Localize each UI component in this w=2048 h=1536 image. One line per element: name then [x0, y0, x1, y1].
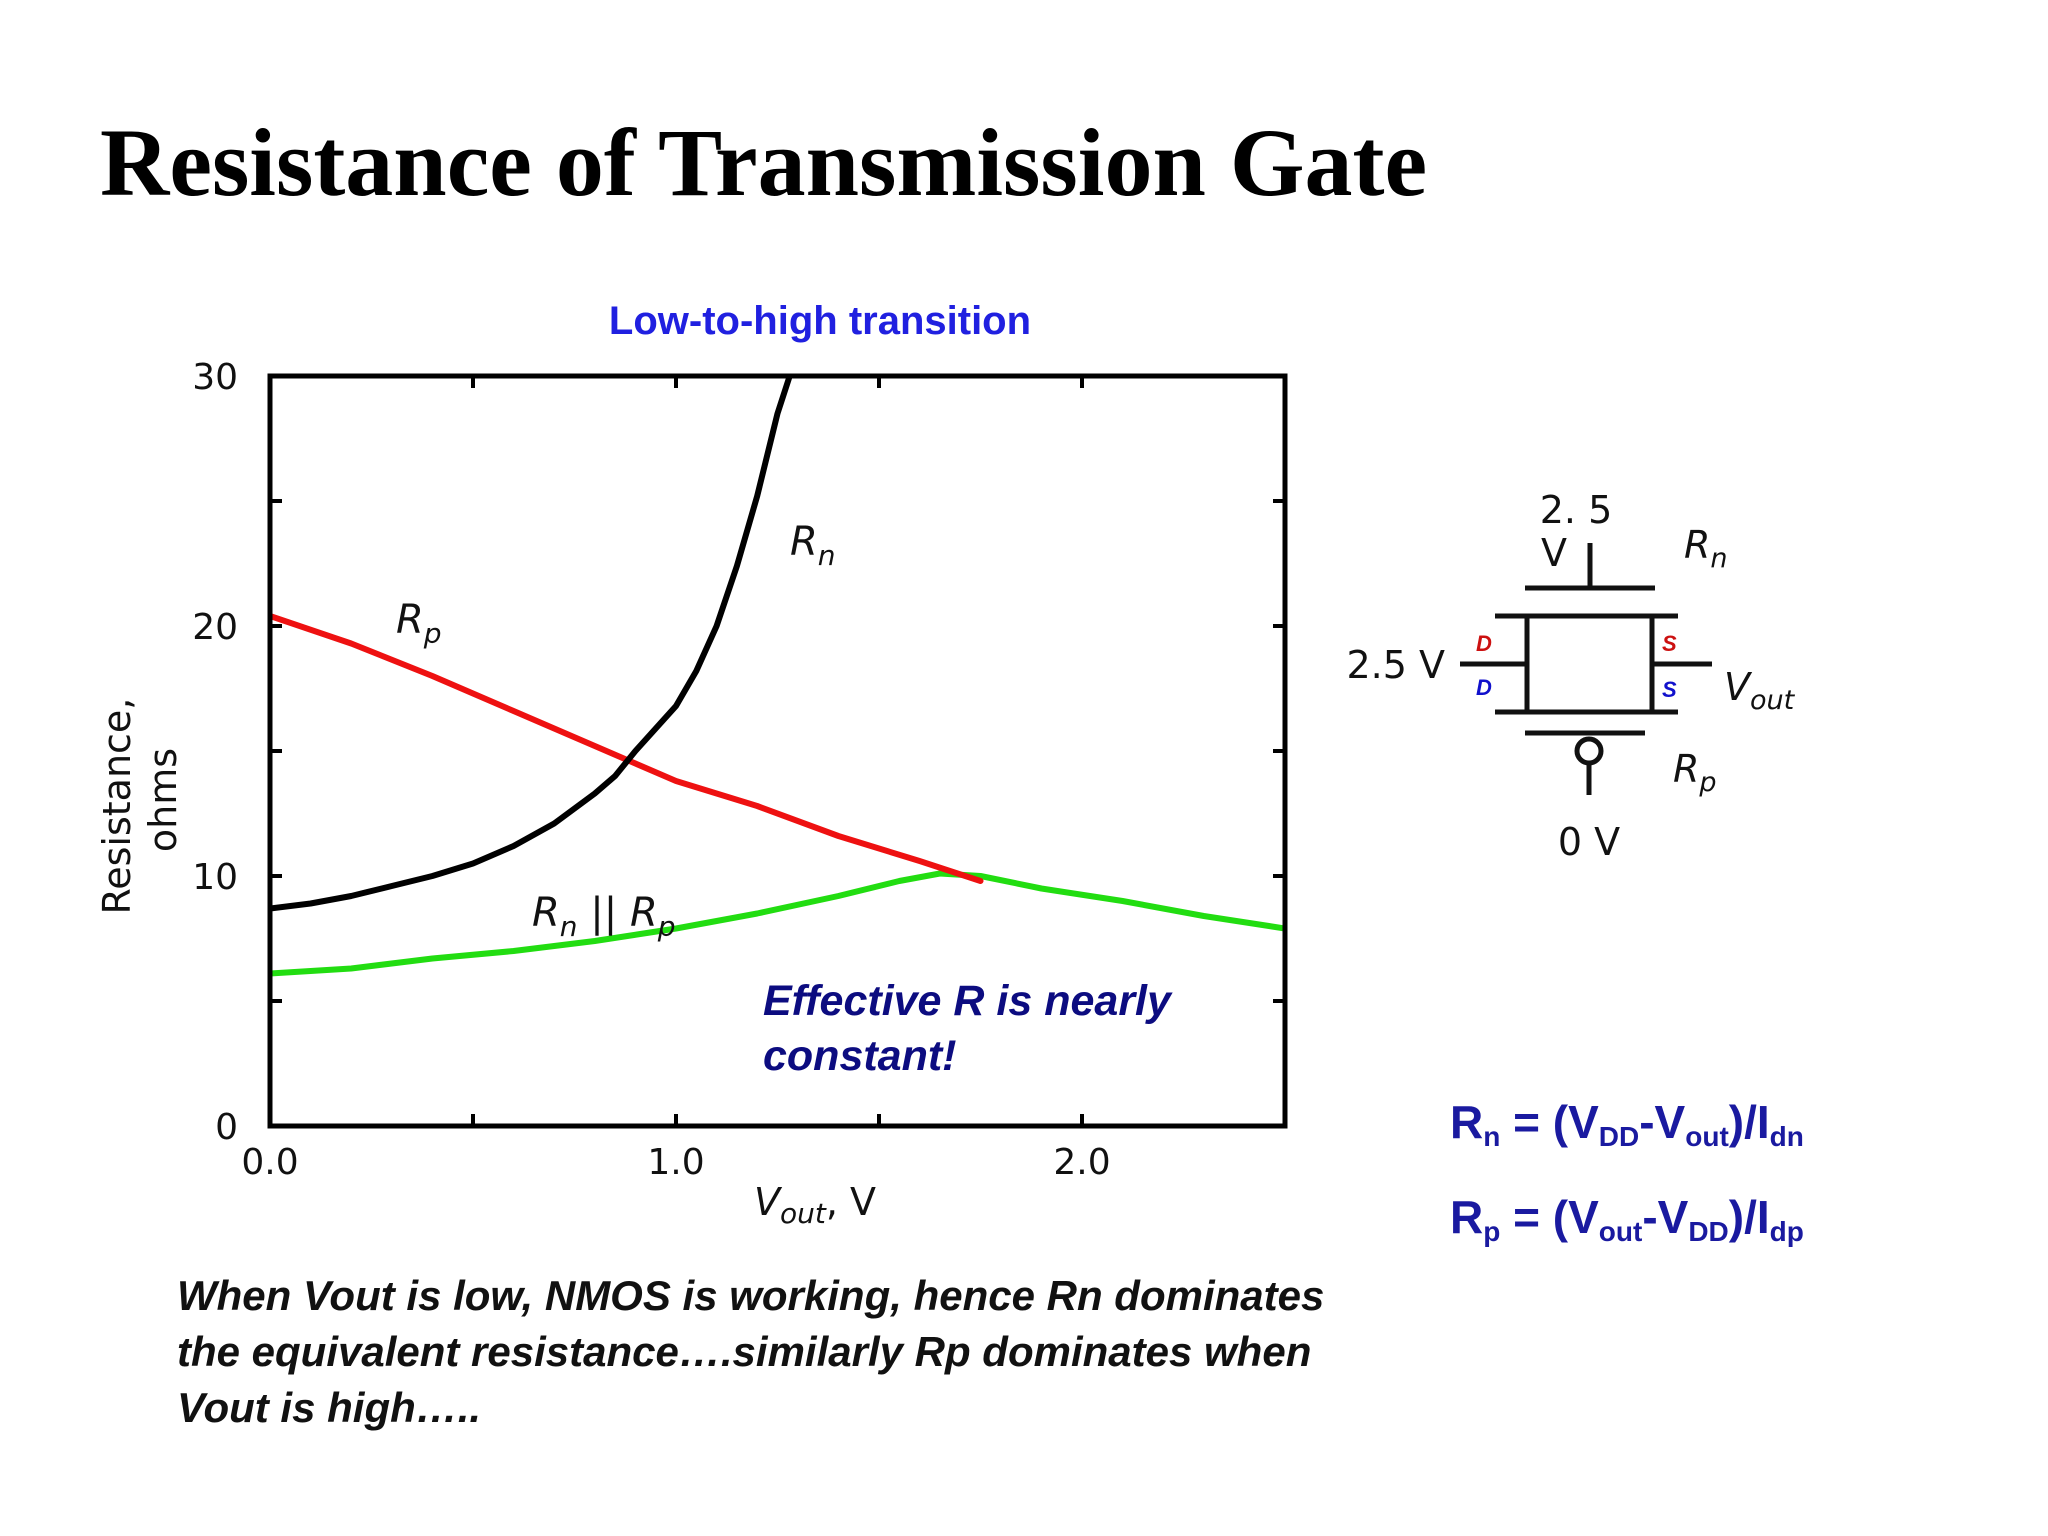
- x-tick-label: 2.0: [1053, 1142, 1110, 1183]
- annotation-line-2: constant!: [763, 1032, 957, 1080]
- gate-top-unit: V: [1541, 531, 1567, 575]
- equation-rp: Rp = (Vout-VDD)/Idp: [1450, 1191, 1804, 1247]
- nmos-source-label: S: [1662, 631, 1677, 656]
- nmos-drain-label: D: [1476, 631, 1492, 656]
- curve-label-rp: Rp: [396, 597, 442, 650]
- y-tick-label: 0: [215, 1107, 238, 1148]
- y-tick-label: 10: [192, 857, 238, 898]
- input-voltage: 2.5 V: [1346, 643, 1445, 687]
- pmos-drain-label: D: [1476, 675, 1492, 700]
- gate-top-voltage: 2. 5: [1540, 488, 1613, 532]
- y-axis-label-line2: ohms: [141, 748, 185, 852]
- slide-title: Resistance of Transmission Gate: [100, 109, 1428, 216]
- ticks-layer: 0.0 1.0 2.0 0 10 20 30: [192, 357, 1287, 1183]
- y-axis-label-line1: Resistance,: [95, 698, 139, 915]
- curve-label-rn: Rn: [790, 519, 836, 572]
- x-tick-label: 1.0: [647, 1142, 704, 1183]
- circuit-rn-label: Rn: [1684, 523, 1728, 574]
- pmos-source-label: S: [1662, 677, 1677, 702]
- circuit-vout-label: Vout: [1724, 665, 1796, 716]
- transmission-gate-circuit: [1460, 543, 1712, 795]
- x-axis-label-sub: out: [780, 1197, 827, 1230]
- series-line-rn: [270, 376, 793, 912]
- y-tick-label: 20: [192, 607, 238, 648]
- x-axis-label: Vout, V: [754, 1180, 876, 1230]
- series-line-rp: [270, 613, 984, 884]
- series-layer: [270, 376, 1285, 977]
- y-tick-label: 30: [192, 357, 238, 398]
- curve-label-rn-rp: Rn || Rp: [532, 890, 676, 943]
- annotation-line-1: Effective R is nearly: [763, 977, 1173, 1025]
- explanation-note: When Vout is low, NMOS is working, hence…: [177, 1272, 1325, 1431]
- x-tick-label: 0.0: [241, 1142, 298, 1183]
- y-axis-label: Resistance, ohms: [95, 686, 185, 915]
- circuit-rp-label: Rp: [1673, 747, 1717, 798]
- equation-rn: Rn = (VDD-Vout)/Idn: [1450, 1096, 1804, 1152]
- chart-title: Low-to-high transition: [609, 299, 1031, 343]
- gate-bottom-voltage: 0 V: [1558, 820, 1620, 864]
- pmos-bubble-icon: [1574, 736, 1604, 766]
- series-line-rn-rp: [270, 870, 1285, 977]
- plot-area: 0.0 1.0 2.0 0 10 20 30: [192, 357, 1288, 1183]
- x-axis-label-unit: , V: [826, 1180, 876, 1224]
